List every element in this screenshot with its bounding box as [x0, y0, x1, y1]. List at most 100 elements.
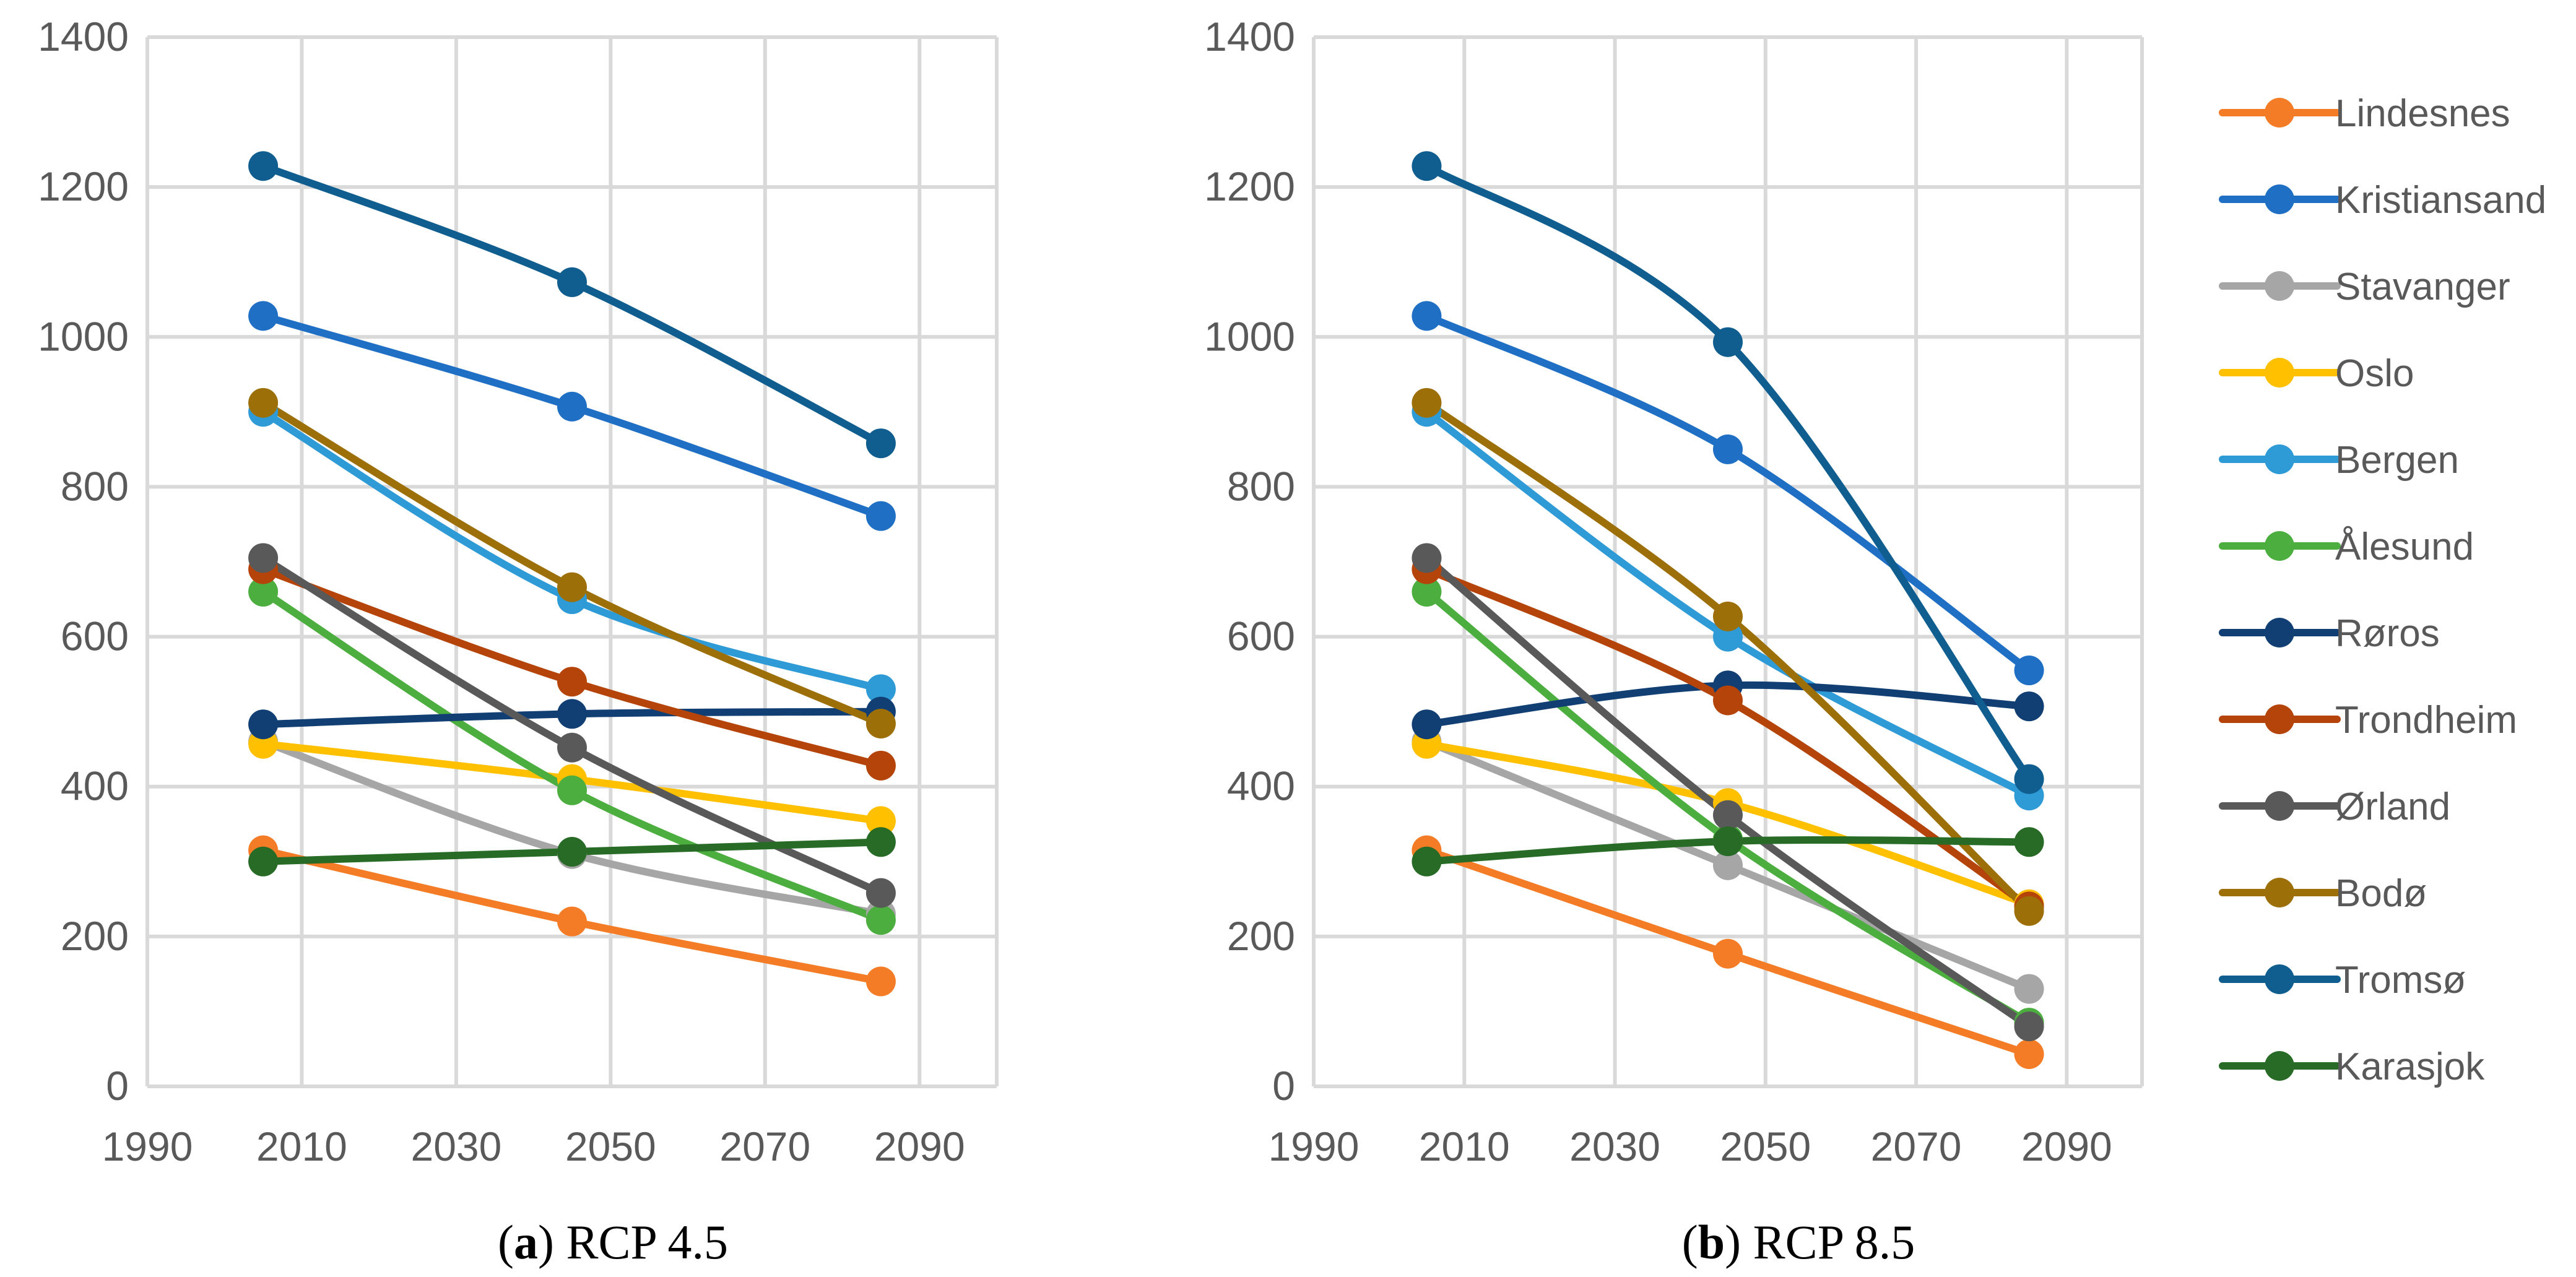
legend-marker-karasjok	[2265, 1051, 2294, 1081]
legend-marker-tromsoe	[2265, 964, 2294, 994]
rcp85-xtick-label: 2070	[1871, 1123, 1962, 1169]
rcp85-xtick-label: 2010	[1419, 1123, 1510, 1169]
rcp85-series-line-tromsoe	[1423, 162, 2033, 783]
rcp85-ytick-label: 400	[1227, 763, 1295, 809]
rcp45-ytick-label: 0	[106, 1063, 129, 1109]
rcp85-point-tromsoe-2005	[1412, 151, 1442, 181]
rcp85-point-stavanger-2045	[1713, 850, 1743, 880]
rcp45-point-trondheim-2085	[865, 750, 896, 781]
legend-marker-roeros	[2265, 618, 2294, 647]
rcp45-xtick-label: 1990	[102, 1123, 193, 1169]
rcp85-ytick-label: 1400	[1204, 14, 1295, 59]
legend-marker-oslo	[2265, 358, 2294, 387]
rcp45-ytick-label: 200	[61, 913, 129, 959]
rcp45-point-karasjok-2005	[248, 846, 279, 877]
rcp85-point-oerland-2085	[2014, 1011, 2044, 1042]
rcp45-point-oslo-2085	[865, 806, 896, 836]
legend-label-oslo: Oslo	[2335, 352, 2414, 395]
rcp45-point-oerland-2045	[557, 732, 587, 763]
legend-label-trondheim: Trondheim	[2335, 699, 2517, 742]
legend-label-kristiansand: Kristiansand	[2335, 179, 2546, 222]
rcp45-point-tromsoe-2005	[248, 151, 279, 181]
rcp45-point-tromsoe-2085	[865, 428, 896, 459]
rcp45-point-aalesund-2005	[248, 576, 279, 607]
rcp85-point-lindesnes-2045	[1713, 938, 1743, 969]
rcp85-point-stavanger-2085	[2014, 974, 2044, 1004]
rcp45-series-line-bergen	[259, 408, 885, 693]
legend-marker-bodoe	[2265, 878, 2294, 907]
legend-label-bergen: Bergen	[2335, 439, 2459, 482]
rcp45-xtick-label: 2030	[410, 1123, 501, 1169]
rcp85-point-oerland-2005	[1412, 543, 1442, 573]
legend-label-karasjok: Karasjok	[2335, 1045, 2485, 1088]
rcp45-ytick-label: 1400	[38, 14, 129, 59]
legend-label-lindesnes: Lindesnes	[2335, 92, 2510, 135]
legend-marker-trondheim	[2265, 704, 2294, 734]
legend-marker-kristiansand	[2265, 184, 2294, 214]
rcp85-point-tromsoe-2085	[2014, 764, 2044, 794]
rcp85-point-bodoe-2045	[1713, 601, 1743, 631]
caption-rcp45-text: RCP 4.5	[566, 1215, 728, 1269]
rcp85-ytick-label: 200	[1227, 913, 1295, 959]
rcp45-point-bergen-2085	[865, 674, 896, 704]
chart-rcp85: 0 200 400 600 800 1000 1200 1400 1990 2010 2030 205…	[1204, 14, 2144, 1169]
rcp45-ytick-label: 1000	[38, 313, 129, 359]
rcp85-ytick-label: 600	[1227, 613, 1295, 659]
legend: Lindesnes Kristiansand Stavanger Oslo Bergen…	[2219, 92, 2546, 1088]
caption-rcp45: (a) RCP 4.5	[498, 1215, 728, 1269]
rcp85-point-kristiansand-2045	[1713, 434, 1743, 464]
caption-rcp85-label: b	[1698, 1215, 1725, 1269]
chart-rcp45: 0 200 400 600 800 1000 1200 1400 1990 2010 2030 205…	[38, 14, 999, 1169]
rcp45-point-karasjok-2085	[865, 827, 896, 857]
rcp45-point-aalesund-2045	[557, 775, 587, 805]
rcp85-ytick-label: 0	[1272, 1063, 1295, 1109]
rcp45-ytick-label: 400	[61, 763, 129, 809]
rcp45-point-kristiansand-2005	[248, 301, 279, 331]
rcp45-ytick-label: 1200	[38, 163, 129, 209]
rcp85-point-karasjok-2045	[1713, 826, 1743, 857]
rcp45-xtick-label: 2010	[256, 1123, 347, 1169]
rcp45-point-roeros-2005	[248, 709, 279, 740]
legend-label-aalesund: Ålesund	[2335, 526, 2474, 568]
rcp45-point-bodoe-2005	[248, 387, 279, 418]
rcp45-point-lindesnes-2045	[557, 906, 587, 937]
legend-label-tromsoe: Tromsø	[2335, 959, 2466, 1002]
rcp85-xtick-label: 2050	[1720, 1123, 1811, 1169]
rcp85-ytick-label: 1200	[1204, 163, 1295, 209]
rcp45-point-kristiansand-2045	[557, 391, 587, 422]
rcp85-point-trondheim-2045	[1713, 685, 1743, 716]
rcp45-xtick-label: 2090	[874, 1123, 965, 1169]
rcp45-xtick-label: 2070	[719, 1123, 810, 1169]
legend-label-bodoe: Bodø	[2335, 872, 2427, 915]
rcp45-point-kristiansand-2085	[865, 501, 896, 531]
legend-label-oerland: Ørland	[2335, 786, 2450, 828]
rcp85-point-bodoe-2005	[1412, 387, 1442, 418]
rcp85-ytick-label: 800	[1227, 463, 1295, 509]
caption-rcp85: (b) RCP 8.5	[1682, 1215, 1915, 1269]
caption-rcp45-label: a	[514, 1215, 538, 1269]
rcp45-xtick-label: 2050	[565, 1123, 656, 1169]
legend-marker-oerland	[2265, 791, 2294, 821]
rcp85-point-kristiansand-2005	[1412, 301, 1442, 331]
rcp45-point-bodoe-2045	[557, 572, 587, 602]
rcp45-point-oerland-2005	[248, 543, 279, 573]
rcp45-ytick-label: 600	[61, 613, 129, 659]
legend-label-stavanger: Stavanger	[2335, 266, 2510, 308]
rcp85-ytick-label: 1000	[1204, 313, 1295, 359]
rcp45-ytick-label: 800	[61, 463, 129, 509]
rcp45-point-lindesnes-2085	[865, 966, 896, 997]
rcp85-point-bodoe-2085	[2014, 896, 2044, 926]
rcp85-point-karasjok-2085	[2014, 827, 2044, 857]
rcp85-point-tromsoe-2045	[1713, 327, 1743, 357]
rcp85-point-oerland-2045	[1713, 800, 1743, 830]
rcp85-point-kristiansand-2085	[2014, 656, 2044, 686]
rcp85-xtick-label: 1990	[1268, 1123, 1360, 1169]
rcp85-xtick-label: 2030	[1569, 1123, 1660, 1169]
rcp85-point-karasjok-2005	[1412, 846, 1442, 877]
rcp85-point-roeros-2085	[2014, 691, 2044, 722]
rcp45-point-aalesund-2085	[865, 905, 896, 935]
legend-marker-lindesnes	[2265, 98, 2294, 128]
rcp45-point-bodoe-2085	[865, 709, 896, 739]
rcp45-point-tromsoe-2045	[557, 267, 587, 297]
